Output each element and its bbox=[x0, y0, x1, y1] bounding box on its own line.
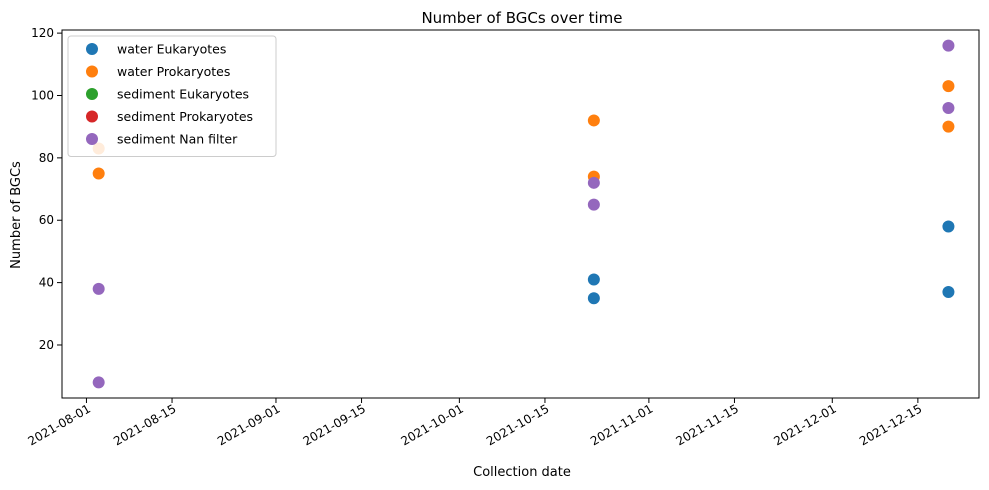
data-point bbox=[942, 101, 955, 114]
data-point bbox=[587, 273, 600, 286]
x-axis-label: Collection date bbox=[473, 465, 571, 480]
legend-marker bbox=[86, 133, 98, 145]
data-point bbox=[92, 167, 105, 180]
data-point bbox=[587, 176, 600, 189]
y-axis-ticks: 20 40 60 80 100 120 bbox=[31, 26, 62, 352]
data-point bbox=[942, 120, 955, 133]
data-point bbox=[92, 376, 105, 389]
plot-frame bbox=[61, 29, 980, 399]
y-tick-label: 100 bbox=[31, 88, 54, 102]
legend-marker bbox=[86, 88, 98, 100]
data-point bbox=[587, 114, 600, 127]
data-point bbox=[942, 39, 955, 52]
y-tick-label: 60 bbox=[39, 213, 54, 227]
legend-marker bbox=[86, 65, 98, 78]
y-tick-label: 40 bbox=[39, 276, 54, 290]
legend: water Eukaryotes water Prokaryotes sedimen… bbox=[67, 35, 277, 157]
legend-label: sediment Nan filter bbox=[117, 132, 238, 147]
data-point bbox=[587, 292, 600, 305]
legend-label: sediment Eukaryotes bbox=[117, 87, 249, 102]
legend-marker bbox=[86, 43, 98, 55]
y-tick-label: 120 bbox=[31, 26, 54, 40]
legend-label: water Prokaryotes bbox=[117, 64, 230, 79]
y-axis-label: Number of BGCs bbox=[9, 161, 24, 269]
legend-label: water Eukaryotes bbox=[117, 42, 226, 57]
data-point bbox=[942, 220, 955, 233]
data-point bbox=[942, 285, 955, 298]
legend-box bbox=[67, 35, 277, 157]
data-point bbox=[942, 80, 955, 93]
data-point bbox=[92, 282, 105, 295]
legend-marker bbox=[86, 110, 98, 123]
y-tick-label: 20 bbox=[39, 338, 54, 352]
legend-label: sediment Prokaryotes bbox=[117, 109, 253, 124]
chart-title: Number of BGCs over time bbox=[421, 9, 622, 27]
data-point bbox=[587, 198, 600, 211]
y-tick-label: 80 bbox=[39, 151, 54, 165]
